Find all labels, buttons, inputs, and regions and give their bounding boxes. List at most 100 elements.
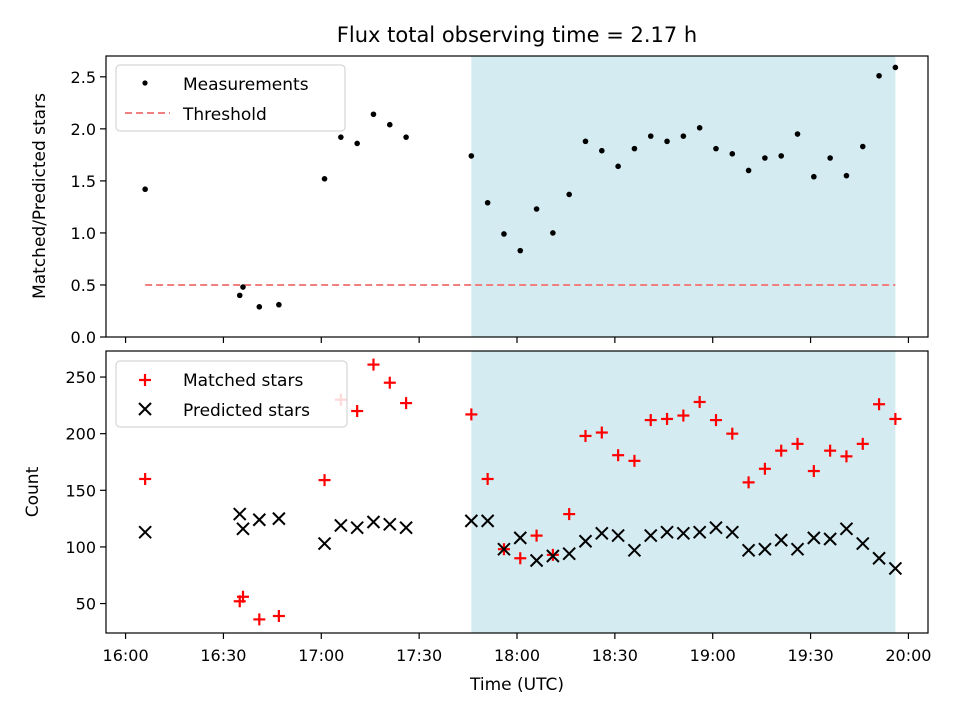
matched-star-point: [612, 449, 625, 462]
predicted-star-point: [872, 551, 886, 565]
matched-star-point: [742, 476, 755, 489]
predicted-star-point: [529, 553, 544, 568]
top-legend: Measurements Threshold: [115, 64, 346, 132]
top-legend-box: [115, 64, 346, 132]
predicted-star-point: [233, 507, 247, 521]
predicted-star-point: [595, 526, 609, 541]
measurement-point: [599, 147, 605, 154]
top-axes-frame: [105, 55, 929, 338]
predicted-star-point: [627, 543, 642, 558]
predicted-star-point: [366, 515, 381, 529]
measurement-point: [876, 72, 882, 79]
y-tick-label: 1.5: [71, 172, 96, 191]
predicted-star-point: [725, 525, 739, 539]
predicted-star-point: [692, 525, 707, 539]
measurement-point: [647, 133, 654, 139]
measurement-point: [276, 301, 282, 308]
bottom-legend-box: [115, 360, 348, 428]
predicted-star-point: [236, 522, 250, 536]
measurement-point: [696, 125, 703, 131]
y-tick-label: 150: [65, 481, 96, 500]
measurement-point: [403, 134, 409, 140]
predicted-star-point: [252, 513, 267, 527]
measurement-point: [517, 247, 524, 254]
y-tick-label: 0.5: [71, 276, 96, 295]
measurement-point: [631, 145, 638, 152]
predicted-star-point: [350, 520, 364, 535]
matched-star-point: [579, 429, 592, 442]
measurement-point: [501, 231, 507, 237]
predicted-star-point: [562, 547, 576, 561]
bottom-ylabel: Count: [23, 466, 43, 517]
legend-predicted-label: Predicted stars: [183, 401, 310, 421]
measurement-point: [484, 199, 491, 206]
measurement-point: [236, 292, 243, 299]
predicted-star-point: [546, 549, 560, 563]
predicted-star-point: [709, 520, 723, 535]
predicted-star-point: [807, 531, 821, 545]
x-tick-label: 20:00: [885, 646, 931, 665]
predicted-star-point: [774, 533, 788, 547]
predicted-star-point: [513, 531, 527, 545]
matched-star-point: [758, 462, 771, 475]
matched-star-point: [563, 508, 576, 521]
measurement-point: [615, 163, 621, 170]
measurement-point: [321, 176, 328, 182]
matched-star-point: [824, 444, 837, 457]
matched-star-point: [628, 454, 641, 467]
y-tick-label: 2.5: [71, 68, 96, 87]
y-tick-label: 1.0: [71, 224, 96, 243]
predicted-star-point: [758, 542, 772, 556]
measurement-point: [550, 230, 556, 236]
predicted-star-point: [383, 517, 397, 531]
measurement-point: [386, 121, 393, 128]
measurement-point: [566, 191, 572, 198]
measurement-point: [370, 111, 377, 118]
matched-star-point: [856, 437, 869, 450]
predicted-star-point: [888, 561, 903, 576]
matched-star-point: [367, 358, 380, 371]
x-tick-label: 18:00: [494, 646, 540, 665]
matched-star-point: [514, 552, 527, 565]
bottom-axes-frame: [105, 350, 929, 634]
matched-star-point: [807, 465, 820, 478]
predicted-star-point: [839, 522, 854, 536]
x-tick-label: 16:00: [103, 646, 149, 665]
measurement-point: [582, 138, 589, 145]
matched-star-point: [139, 472, 152, 485]
legend-threshold-label: Threshold: [182, 105, 267, 125]
top-panel: 0.0 0.5 1.0 1.5 2.0 2.5 Matched/Predicted sta…: [30, 55, 929, 347]
predicted-star-point: [790, 542, 805, 556]
matched-star-point: [693, 395, 706, 408]
x-tick-label: 18:30: [592, 646, 638, 665]
x-tick-label: 19:30: [788, 646, 834, 665]
predicted-star-point: [480, 514, 495, 528]
predicted-star-point: [272, 511, 286, 526]
y-tick-label: 200: [65, 425, 96, 444]
measurement-point: [762, 155, 768, 161]
measurement-point: [729, 151, 736, 157]
measurement-point: [142, 186, 148, 193]
y-tick-label: 2.0: [71, 120, 96, 139]
measurement-point: [713, 145, 719, 152]
x-tick-label: 17:00: [298, 646, 344, 665]
matched-star-point: [677, 409, 690, 422]
predicted-star-point: [611, 528, 625, 543]
measurement-point: [745, 167, 752, 174]
y-tick-label: 250: [65, 368, 96, 387]
measurement-point: [354, 140, 360, 147]
predicted-star-point: [334, 518, 348, 533]
bottom-legend: Matched stars Predicted stars: [115, 360, 348, 428]
measurements-series: [142, 64, 899, 310]
measurement-point: [794, 131, 801, 137]
bottom-shaded-region: [471, 351, 896, 633]
predicted-star-point: [676, 526, 691, 541]
matched-star-point: [873, 398, 886, 411]
predicted-star-point: [578, 534, 593, 548]
measurement-point: [843, 172, 850, 179]
measurement-point: [664, 138, 670, 145]
measurement-point: [892, 64, 899, 71]
matched-star-point: [889, 412, 902, 425]
matched-star-point: [383, 376, 396, 389]
